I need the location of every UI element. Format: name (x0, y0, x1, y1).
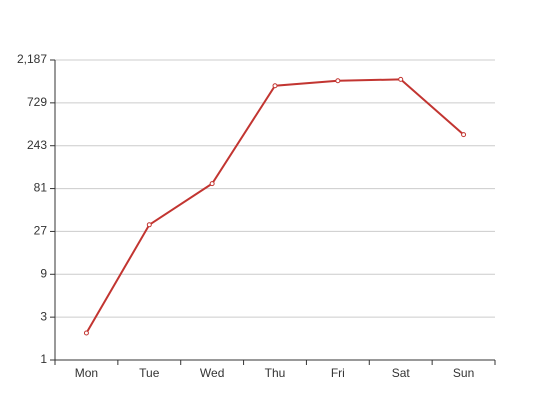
x-tick-label: Tue (139, 366, 160, 380)
point (335, 78, 341, 84)
point (83, 330, 89, 336)
y-tick-label: 9 (40, 266, 47, 280)
x-tick-label: Wed (200, 366, 224, 380)
y-tick-label: 2,187 (17, 52, 47, 66)
y-tick-label: 1 (40, 352, 47, 366)
point (398, 76, 404, 82)
point (146, 222, 152, 228)
x-tick-label: Fri (331, 366, 345, 380)
point (461, 132, 467, 138)
x-tick-label: Mon (75, 366, 98, 380)
x-tick-label: Sun (453, 366, 474, 380)
y-tick-label: 81 (34, 181, 48, 195)
y-tick-label: 3 (40, 309, 47, 323)
y-tick-label: 27 (34, 224, 48, 238)
line (85, 78, 465, 334)
y-tick-label: 729 (27, 95, 47, 109)
x-tick-label: Thu (265, 366, 286, 380)
point (209, 181, 215, 187)
point (272, 83, 278, 89)
y-tick-label: 243 (27, 138, 47, 152)
x-tick-label: Sat (392, 366, 411, 380)
